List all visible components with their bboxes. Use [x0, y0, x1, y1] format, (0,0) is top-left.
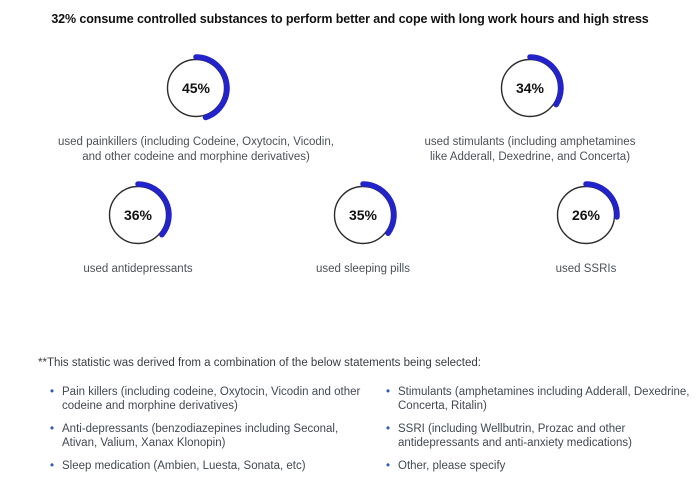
donut-chart: 26% — [548, 177, 624, 253]
footnote-line: Stimulants (amphetamines including Adder… — [398, 386, 690, 398]
footnote-line: SSRI (including Wellbutrin, Prozac and o… — [398, 423, 626, 435]
donut-chart: 35% — [325, 177, 401, 253]
footnote-item-sleep-medication: Sleep medication (Ambien, Luesta, Sonata… — [48, 459, 360, 473]
donut-caption: used stimulants (including amphetamines … — [380, 135, 680, 165]
footnote-item-stimulants: Stimulants (amphetamines including Adder… — [384, 385, 690, 413]
caption-line: and other codeine and morphine derivativ… — [82, 151, 310, 163]
donut-ring — [556, 181, 620, 245]
donut-ring — [500, 54, 564, 118]
footnote-header: **This statistic was derived from a comb… — [38, 357, 481, 369]
footnote-line: Pain killers (including codeine, Oxytoci… — [62, 386, 361, 398]
donut-chart: 45% — [158, 50, 234, 126]
footnote-line: antidepressants and anti-anxiety medicat… — [398, 437, 632, 449]
caption-line: used sleeping pills — [316, 263, 410, 275]
donut-caption: used painkillers (including Codeine, Oxy… — [41, 135, 351, 165]
donut-caption: used sleeping pills — [253, 262, 473, 277]
caption-line: used painkillers (including Codeine, Oxy… — [58, 136, 334, 148]
donut-caption: used SSRIs — [476, 262, 696, 277]
donut-ring — [166, 54, 230, 121]
footnote-line: Concerta, Ritalin) — [398, 400, 487, 412]
donut-ring — [333, 181, 397, 245]
donut-chart: 34% — [492, 50, 568, 126]
donut-gauge-sleeping-pills: 35% used sleeping pills — [253, 177, 473, 277]
donut-chart: 36% — [100, 177, 176, 253]
page-title: 32% consume controlled substances to per… — [51, 12, 649, 26]
donut-gauge-stimulants: 34% used stimulants (including amphetami… — [380, 50, 680, 165]
donut-gauge-ssris: 26% used SSRIs — [476, 177, 696, 277]
donut-gauge-antidepressants: 36% used antidepressants — [28, 177, 248, 277]
footnote-line: Ativan, Valium, Xanax Klonopin) — [62, 437, 226, 449]
footnote-list-right: Stimulants (amphetamines including Adder… — [384, 385, 690, 482]
footnote-item-painkillers: Pain killers (including codeine, Oxytoci… — [48, 385, 360, 413]
footnote-list-left: Pain killers (including codeine, Oxytoci… — [48, 385, 360, 482]
footnote-line: Sleep medication (Ambien, Luesta, Sonata… — [62, 460, 306, 472]
caption-line: used antidepressants — [83, 263, 193, 275]
footnote-line: Other, please specify — [398, 460, 506, 472]
donut-gauge-painkillers: 45% used painkillers (including Codeine,… — [41, 50, 351, 165]
donut-ring — [108, 181, 172, 245]
footnote-item-ssri: SSRI (including Wellbutrin, Prozac and o… — [384, 422, 690, 450]
footnote-item-other: Other, please specify — [384, 459, 690, 473]
footnote-line: codeine and morphine derivatives) — [62, 400, 238, 412]
donut-caption: used antidepressants — [28, 262, 248, 277]
footnote-item-antidepressants: Anti-depressants (benzodiazepines includ… — [48, 422, 360, 450]
footnote-line: Anti-depressants (benzodiazepines includ… — [62, 423, 339, 435]
caption-line: used stimulants (including amphetamines — [424, 136, 636, 148]
caption-line: like Adderall, Dexedrine, and Concerta) — [429, 151, 631, 163]
caption-line: used SSRIs — [555, 263, 617, 275]
